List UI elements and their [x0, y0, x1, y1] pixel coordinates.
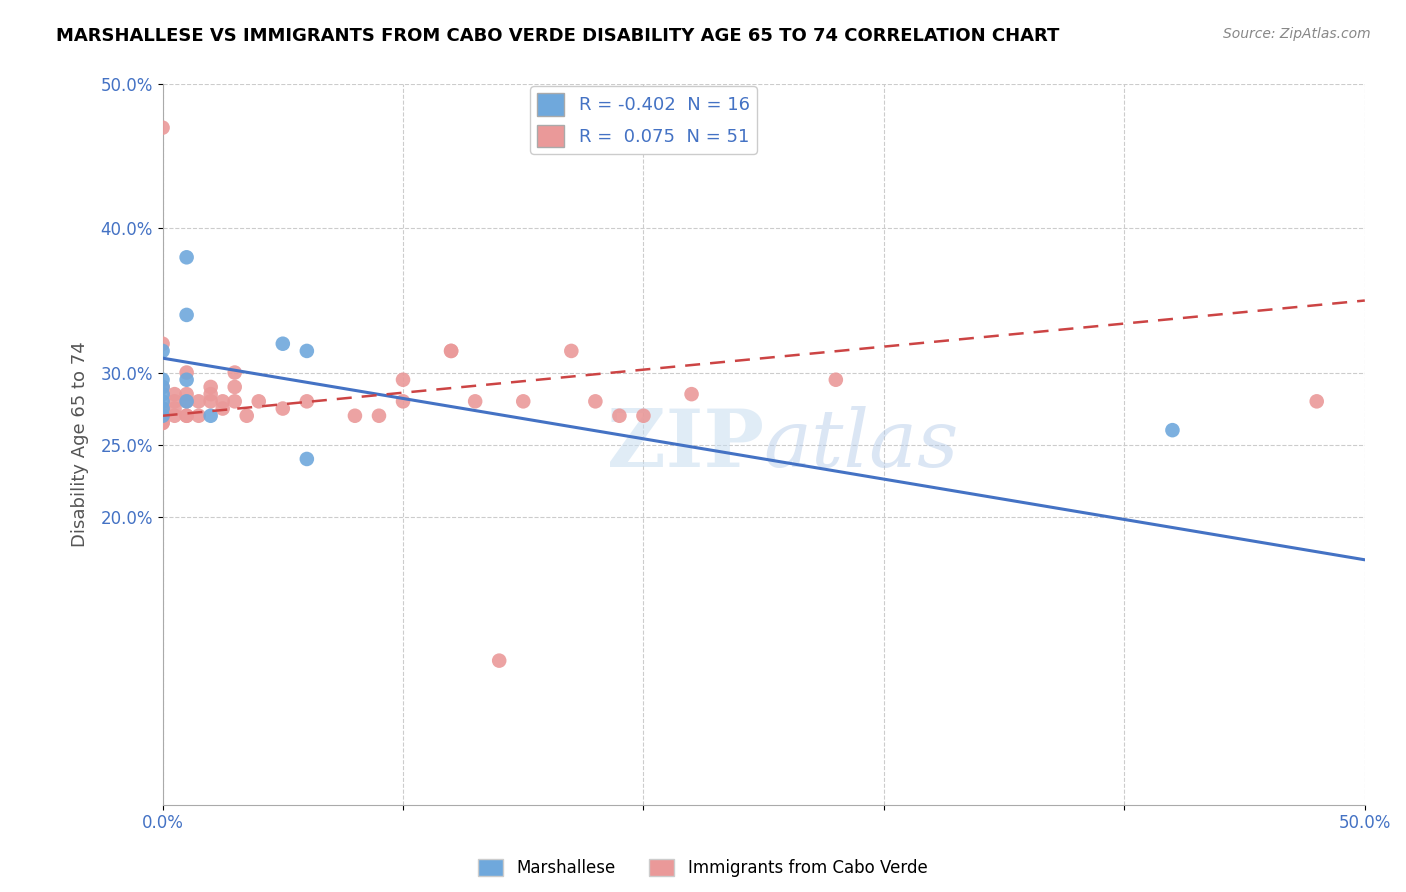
- Text: ZIP: ZIP: [607, 406, 763, 483]
- Point: [152, 380, 174, 394]
- Point: [224, 366, 246, 380]
- Point: [488, 654, 510, 668]
- Point: [152, 336, 174, 351]
- Point: [211, 394, 233, 409]
- Point: [152, 409, 174, 423]
- Point: [224, 394, 246, 409]
- Point: [392, 373, 415, 387]
- Point: [176, 409, 198, 423]
- Point: [609, 409, 631, 423]
- Point: [176, 394, 198, 409]
- Point: [633, 409, 655, 423]
- Point: [440, 343, 463, 358]
- Point: [200, 394, 222, 409]
- Point: [152, 409, 174, 423]
- Point: [163, 409, 186, 423]
- Point: [176, 373, 198, 387]
- Legend: R = -0.402  N = 16, R =  0.075  N = 51: R = -0.402 N = 16, R = 0.075 N = 51: [530, 87, 756, 153]
- Point: [152, 401, 174, 416]
- Point: [211, 401, 233, 416]
- Point: [440, 343, 463, 358]
- Point: [152, 409, 174, 423]
- Point: [176, 409, 198, 423]
- Point: [176, 387, 198, 401]
- Point: [464, 394, 486, 409]
- Point: [512, 394, 534, 409]
- Point: [392, 394, 415, 409]
- Point: [152, 387, 174, 401]
- Point: [1161, 423, 1184, 437]
- Point: [176, 250, 198, 264]
- Text: atlas: atlas: [763, 406, 959, 483]
- Point: [187, 409, 209, 423]
- Point: [176, 366, 198, 380]
- Y-axis label: Disability Age 65 to 74: Disability Age 65 to 74: [72, 342, 89, 548]
- Text: Source: ZipAtlas.com: Source: ZipAtlas.com: [1223, 27, 1371, 41]
- Point: [176, 308, 198, 322]
- Point: [152, 394, 174, 409]
- Point: [271, 336, 294, 351]
- Point: [235, 409, 257, 423]
- Point: [163, 394, 186, 409]
- Point: [152, 343, 174, 358]
- Point: [343, 409, 366, 423]
- Point: [152, 401, 174, 416]
- Point: [295, 394, 318, 409]
- Point: [152, 120, 174, 135]
- Point: [152, 409, 174, 423]
- Point: [368, 409, 391, 423]
- Point: [247, 394, 270, 409]
- Point: [187, 394, 209, 409]
- Point: [152, 373, 174, 387]
- Point: [152, 409, 174, 423]
- Point: [824, 373, 846, 387]
- Point: [295, 452, 318, 467]
- Point: [152, 416, 174, 430]
- Point: [176, 394, 198, 409]
- Point: [163, 387, 186, 401]
- Point: [560, 343, 582, 358]
- Point: [200, 380, 222, 394]
- Point: [152, 416, 174, 430]
- Point: [1306, 394, 1329, 409]
- Point: [295, 343, 318, 358]
- Point: [200, 387, 222, 401]
- Point: [152, 409, 174, 423]
- Legend: Marshallese, Immigrants from Cabo Verde: Marshallese, Immigrants from Cabo Verde: [472, 852, 934, 884]
- Point: [583, 394, 606, 409]
- Point: [271, 401, 294, 416]
- Point: [152, 401, 174, 416]
- Point: [200, 409, 222, 423]
- Point: [224, 380, 246, 394]
- Point: [152, 380, 174, 394]
- Point: [163, 401, 186, 416]
- Text: MARSHALLESE VS IMMIGRANTS FROM CABO VERDE DISABILITY AGE 65 TO 74 CORRELATION CH: MARSHALLESE VS IMMIGRANTS FROM CABO VERD…: [56, 27, 1060, 45]
- Point: [681, 387, 703, 401]
